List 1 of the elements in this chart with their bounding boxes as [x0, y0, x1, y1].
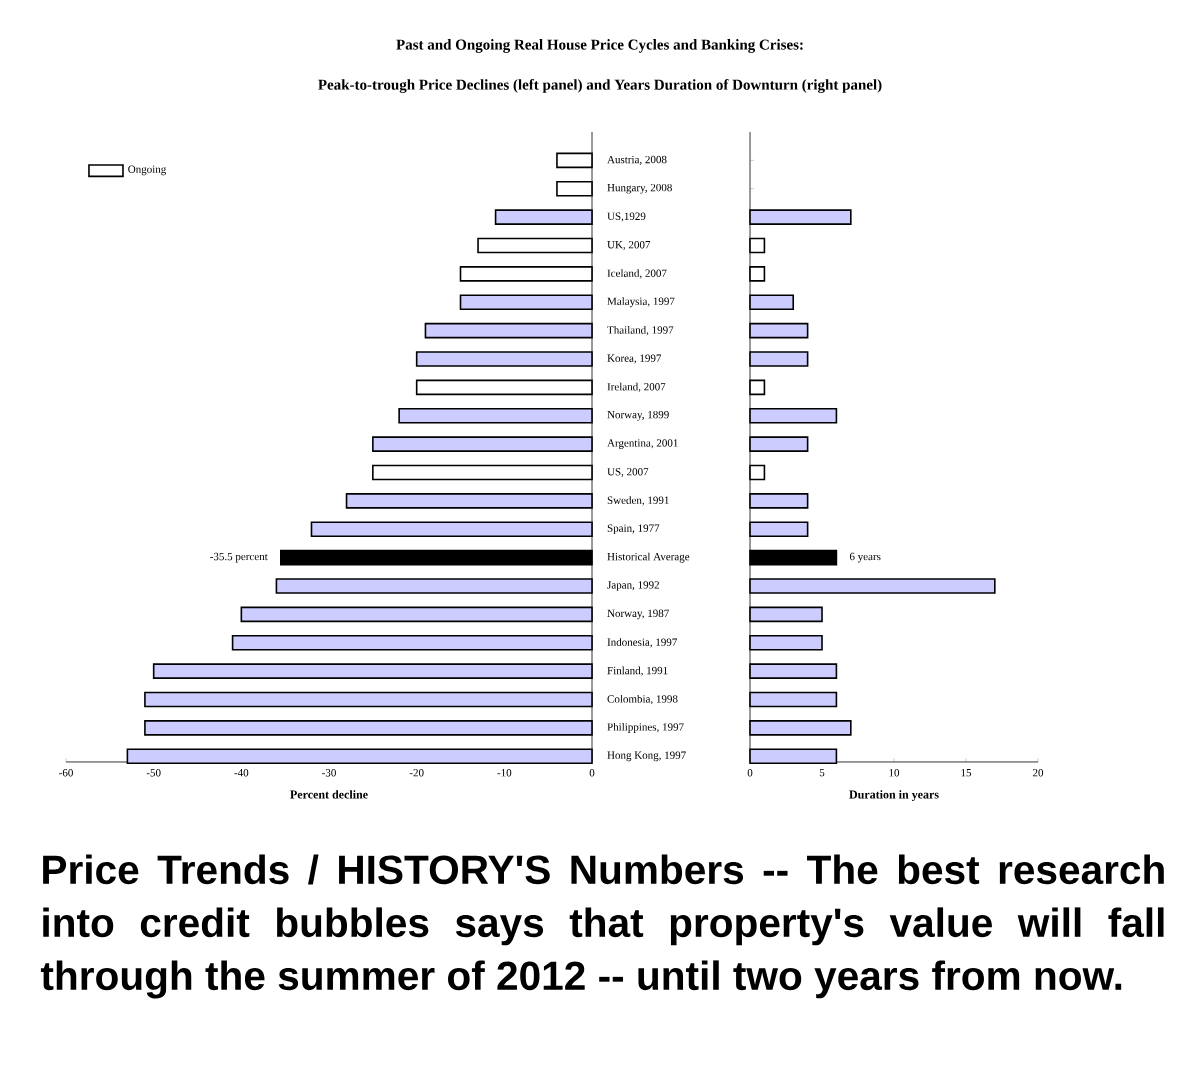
text: Price Trends / HISTORY'S Numbers -- The best research into credit bubbles says that property's value will fall through the summer of 2012 -- until two years from now.: [40, 854, 1164, 999]
